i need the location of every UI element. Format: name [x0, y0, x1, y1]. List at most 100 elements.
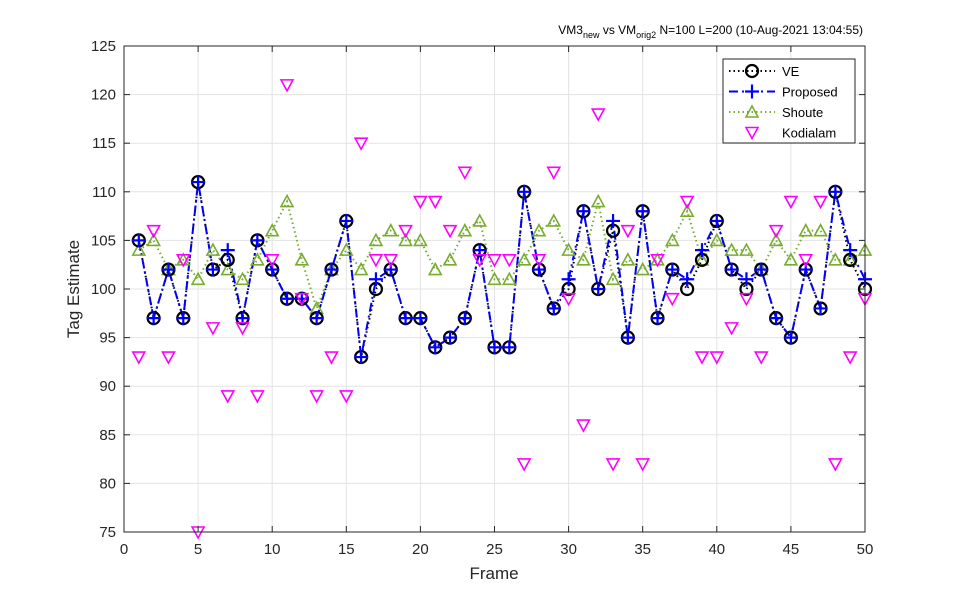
- point-shoute: [383, 223, 399, 237]
- point-shoute: [590, 193, 606, 208]
- point-proposed: [146, 311, 161, 326]
- point-kodialam: [457, 166, 473, 181]
- legend-item-proposed: Proposed: [729, 84, 838, 100]
- point-kodialam: [798, 254, 814, 268]
- y-axis-label: Tag Estimate: [64, 240, 83, 338]
- point-kodialam: [546, 166, 562, 181]
- point-proposed: [783, 330, 798, 345]
- point-shoute: [427, 261, 443, 276]
- point-proposed: [620, 330, 635, 345]
- point-kodialam: [679, 195, 695, 210]
- legend-item-shoute: Shoute: [729, 104, 823, 120]
- legend-label-proposed: Proposed: [782, 85, 838, 100]
- point-shoute: [250, 252, 265, 266]
- point-kodialam: [768, 224, 784, 239]
- point-shoute: [709, 232, 725, 247]
- point-shoute: [398, 232, 413, 247]
- legend: VE Proposed Shoute Kodialam: [722, 58, 856, 144]
- x-tick-label: 20: [412, 541, 429, 558]
- point-shoute: [679, 203, 695, 218]
- point-kodialam: [383, 254, 399, 268]
- point-kodialam: [175, 254, 191, 268]
- chart-title: VM3new vs VMorig2 N=100 L=200 (10-Aug-20…: [558, 23, 863, 40]
- point-proposed: [250, 233, 265, 248]
- point-kodialam: [309, 390, 325, 404]
- point-proposed: [280, 291, 295, 306]
- x-tick-label: 25: [486, 541, 503, 558]
- point-proposed: [368, 272, 383, 287]
- point-proposed: [739, 272, 754, 287]
- series-points-shoute: [131, 193, 873, 315]
- point-kodialam: [368, 254, 384, 268]
- point-shoute: [501, 271, 517, 286]
- legend-item-kodialam: Kodialam: [744, 126, 836, 141]
- point-kodialam: [620, 224, 636, 239]
- point-shoute: [516, 252, 532, 266]
- point-proposed: [769, 311, 784, 326]
- point-kodialam: [501, 254, 517, 268]
- legend-marker-kodialam: [744, 126, 760, 141]
- point-shoute: [813, 223, 828, 237]
- point-proposed: [191, 175, 206, 190]
- point-kodialam: [353, 137, 369, 151]
- point-shoute: [146, 232, 161, 247]
- point-kodialam: [264, 254, 280, 268]
- y-tick-label: 80: [99, 475, 116, 492]
- point-proposed: [131, 233, 146, 248]
- point-shoute: [264, 223, 280, 237]
- x-tick-label: 45: [783, 541, 800, 558]
- point-shoute: [472, 213, 488, 227]
- point-shoute: [546, 213, 562, 227]
- point-kodialam: [650, 254, 665, 268]
- point-kodialam: [294, 292, 310, 307]
- point-proposed: [828, 184, 843, 199]
- point-kodialam: [531, 254, 547, 268]
- series-markers: [131, 79, 873, 540]
- point-proposed: [443, 330, 458, 345]
- point-kodialam: [324, 351, 339, 365]
- point-proposed: [561, 272, 576, 287]
- point-kodialam: [590, 108, 606, 122]
- point-kodialam: [442, 224, 458, 239]
- point-shoute: [294, 252, 310, 266]
- point-proposed: [428, 340, 443, 355]
- point-kodialam: [220, 390, 236, 404]
- x-axis-label: Frame: [469, 564, 518, 583]
- point-proposed: [546, 301, 561, 316]
- point-shoute: [279, 193, 295, 208]
- legend-item-ve: VE: [729, 63, 800, 79]
- point-kodialam: [516, 458, 532, 472]
- point-proposed: [161, 262, 176, 277]
- x-tick-label: 35: [634, 541, 651, 558]
- point-proposed: [591, 282, 606, 296]
- point-kodialam: [724, 322, 739, 336]
- point-shoute: [413, 232, 428, 247]
- y-tick-label: 100: [91, 281, 116, 298]
- point-kodialam: [161, 351, 176, 365]
- y-tick-label: 110: [92, 184, 116, 201]
- point-proposed: [339, 213, 354, 228]
- y-tick-label: 90: [99, 378, 116, 395]
- point-proposed: [309, 311, 324, 326]
- x-tick-label: 15: [338, 541, 355, 558]
- point-proposed: [502, 340, 517, 355]
- point-shoute: [190, 271, 206, 286]
- point-shoute: [442, 252, 458, 266]
- point-kodialam: [487, 254, 502, 268]
- point-shoute: [561, 242, 576, 256]
- point-kodialam: [472, 254, 488, 268]
- point-kodialam: [828, 458, 843, 472]
- point-shoute: [828, 252, 843, 266]
- point-proposed: [724, 262, 739, 277]
- y-tick-label: 95: [99, 330, 116, 347]
- point-kodialam: [250, 390, 265, 404]
- y-tick-label: 105: [91, 232, 116, 249]
- series-line-proposed: [137, 181, 866, 358]
- point-kodialam: [235, 322, 250, 336]
- point-kodialam: [813, 195, 828, 210]
- point-kodialam: [739, 292, 754, 307]
- y-tick-label: 120: [91, 87, 116, 104]
- point-shoute: [739, 242, 754, 256]
- point-kodialam: [131, 351, 147, 365]
- point-shoute: [664, 232, 680, 247]
